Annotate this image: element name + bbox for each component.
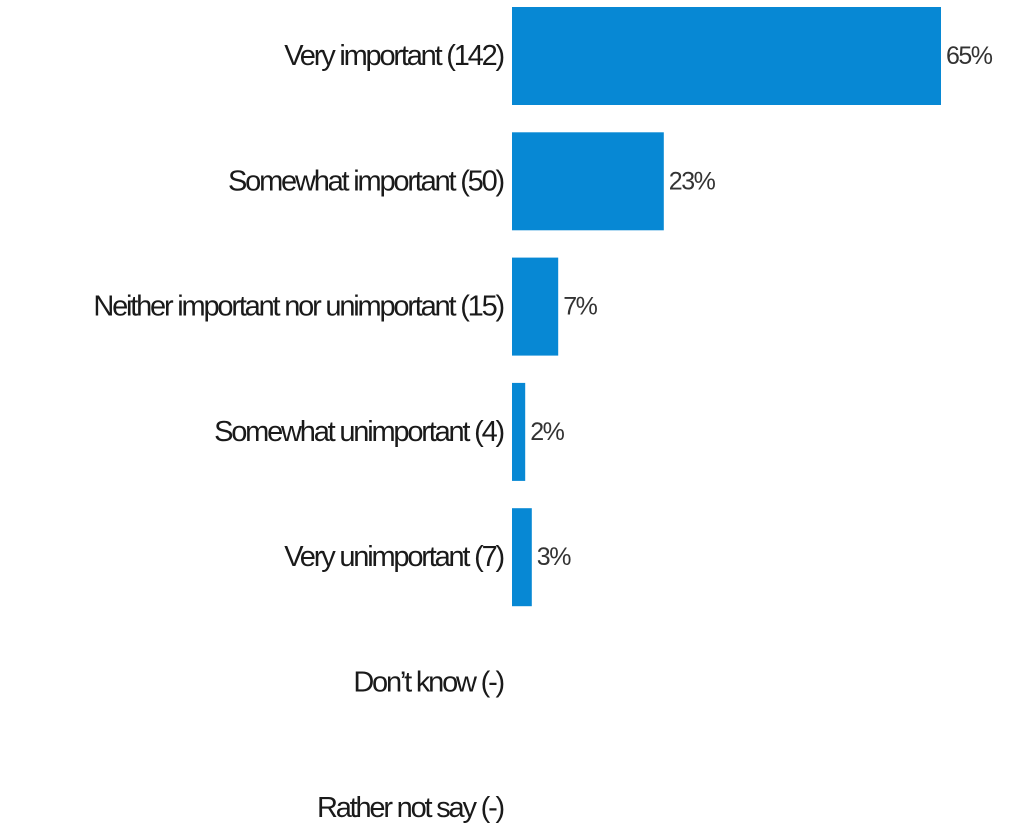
bar bbox=[512, 132, 664, 231]
value-label: 7% bbox=[563, 293, 597, 321]
category-label: Somewhat unimportant (4) bbox=[214, 416, 503, 448]
bar bbox=[512, 257, 559, 356]
value-labels: 65% 23% 7% 2% 3% bbox=[530, 42, 994, 571]
category-label: Don’t know (-) bbox=[353, 667, 503, 699]
bar bbox=[512, 382, 526, 481]
category-label: Neither important nor unimportant (15) bbox=[93, 291, 503, 323]
value-label: 3% bbox=[537, 543, 571, 571]
bar bbox=[512, 508, 532, 607]
category-label: Very unimportant (7) bbox=[284, 541, 503, 573]
category-labels: Very important (142) Somewhat important (… bbox=[93, 40, 505, 824]
category-label: Very important (142) bbox=[284, 40, 503, 72]
value-label: 65% bbox=[946, 42, 993, 70]
value-label: 2% bbox=[530, 418, 564, 446]
bar bbox=[512, 7, 941, 105]
category-label: Rather not say (-) bbox=[317, 792, 504, 824]
value-label: 23% bbox=[669, 167, 716, 195]
bars-layer bbox=[512, 7, 941, 607]
category-label: Somewhat important (50) bbox=[228, 165, 504, 197]
